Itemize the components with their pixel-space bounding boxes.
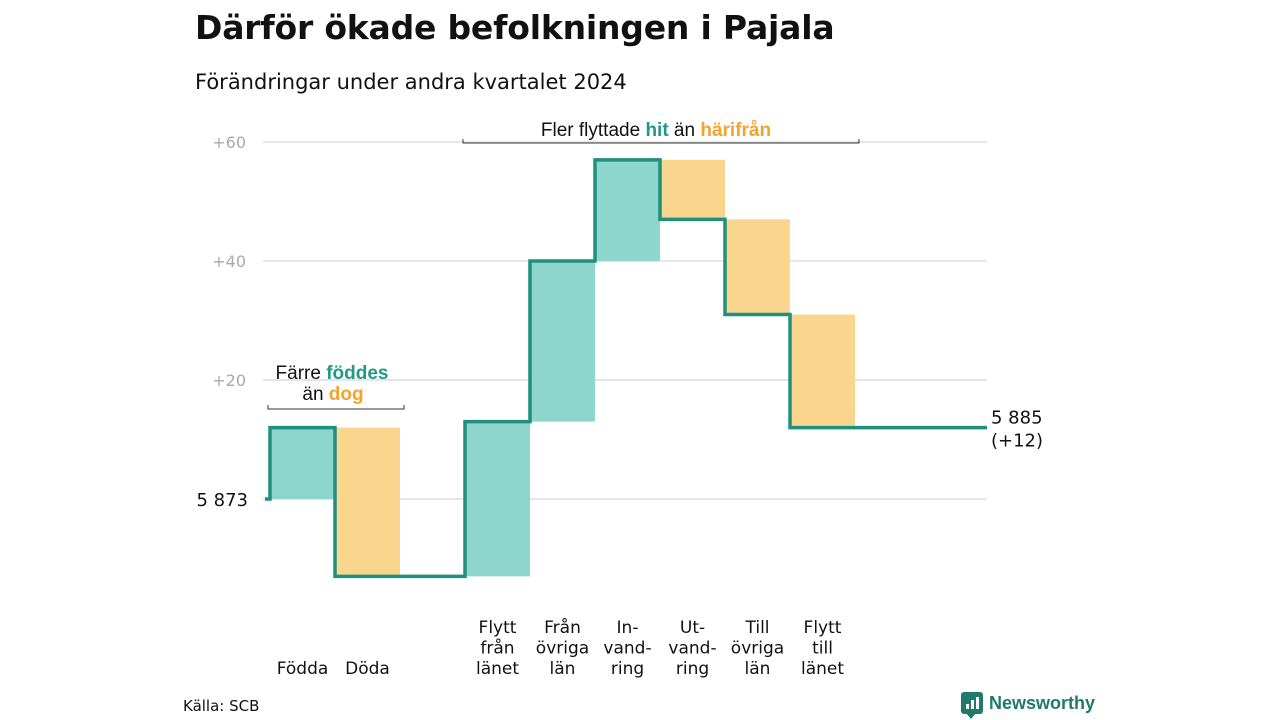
category-label: Ut- <box>680 618 705 638</box>
category-label: ring <box>676 659 709 679</box>
annotation-highlight-out: härifrån <box>700 120 771 141</box>
category-label: länet <box>476 659 519 679</box>
category-label: län <box>745 659 771 679</box>
waterfall-bar <box>530 261 595 422</box>
brand-logo: Newsworthy <box>961 692 1096 719</box>
category-label: Flytt <box>804 618 842 638</box>
waterfall-bar <box>335 427 400 577</box>
category-label: Födda <box>277 659 329 679</box>
waterfall-bar <box>660 159 725 220</box>
annotation-bracket-births <box>267 405 405 410</box>
annotation-text: Fler flyttade <box>541 120 646 141</box>
category-label: till <box>812 639 833 659</box>
chart-subtitle: Förändringar under andra kvartalet 2024 <box>195 70 627 94</box>
waterfall-bar <box>465 421 530 577</box>
y-tick-label: +60 <box>212 133 246 152</box>
category-label: län <box>550 659 576 679</box>
category-label: Från <box>544 617 581 638</box>
category-label: länet <box>801 659 844 679</box>
bar-chart-icon <box>961 692 983 719</box>
category-label: Döda <box>345 659 390 679</box>
source-note: Källa: SCB <box>183 697 260 715</box>
waterfall-bar <box>270 427 335 499</box>
waterfall-bar <box>595 159 660 261</box>
annotation-bracket-migration <box>462 139 860 144</box>
category-label: vand- <box>603 639 651 659</box>
annotation-highlight-in: hit <box>645 120 669 141</box>
annotation-births-line1: Färre föddes <box>276 363 389 384</box>
annotation-highlight-in: föddes <box>326 363 388 384</box>
chart-title: Därför ökade befolkningen i Pajala <box>195 8 835 47</box>
category-label: Flytt <box>479 618 517 638</box>
category-label: från <box>480 638 514 659</box>
category-label: ring <box>611 659 644 679</box>
category-label: Till <box>744 618 769 638</box>
annotation-text: Färre <box>276 363 327 384</box>
annotation-text: än <box>669 120 701 141</box>
category-label: vand- <box>668 639 716 659</box>
y-tick-label: +40 <box>212 252 246 271</box>
y-tick-label: +20 <box>212 371 246 390</box>
annotation-highlight-out: dog <box>329 384 364 405</box>
start-value-label: 5 873 <box>196 490 248 511</box>
waterfall-bar <box>790 314 855 428</box>
annotation-text: än <box>302 384 328 405</box>
category-label: övriga <box>731 639 784 659</box>
annotation-migration: Fler flyttade hit än härifrån <box>541 120 771 141</box>
brand-name: Newsworthy <box>989 692 1096 713</box>
category-label: In- <box>617 618 639 638</box>
end-value-label: 5 885 <box>991 408 1043 429</box>
category-label: övriga <box>536 639 589 659</box>
end-change-label: (+12) <box>991 431 1043 452</box>
annotation-births-line2: än dog <box>302 384 363 405</box>
waterfall-step-line <box>265 158 987 579</box>
waterfall-bar <box>725 219 790 315</box>
